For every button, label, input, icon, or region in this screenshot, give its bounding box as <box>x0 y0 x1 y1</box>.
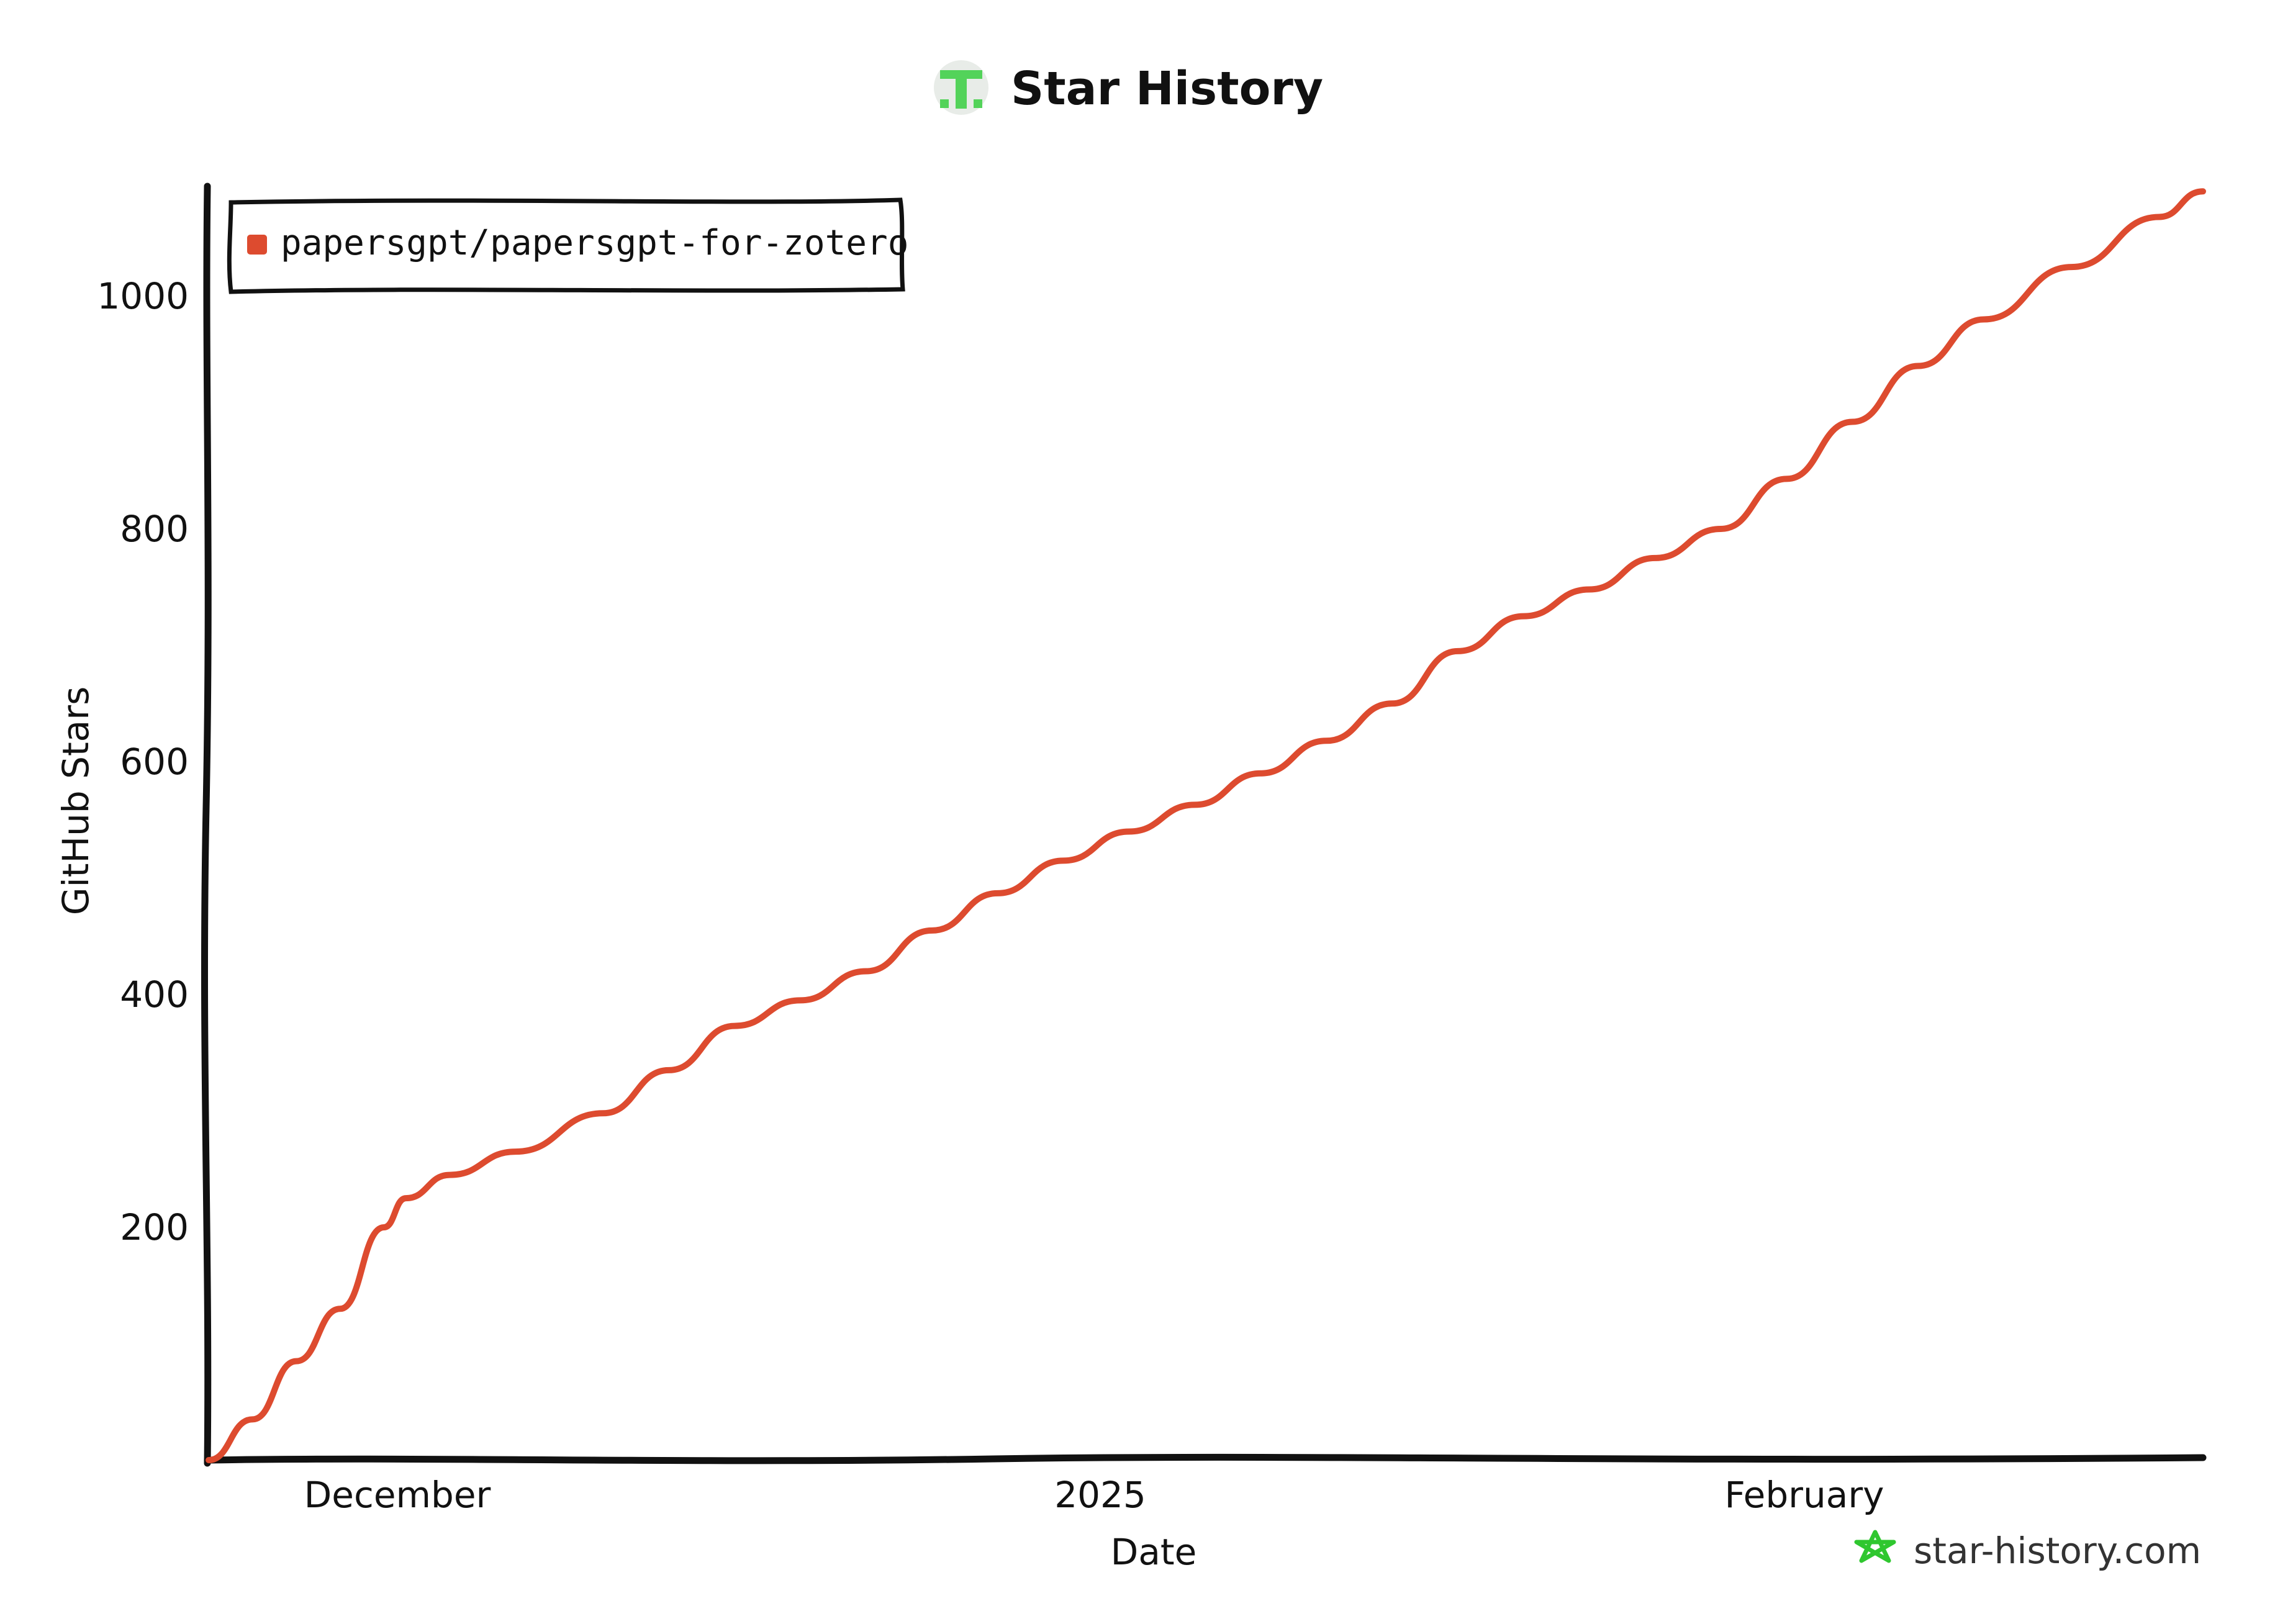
star-history-logo-icon <box>934 60 988 115</box>
legend-swatch <box>247 235 267 255</box>
data-point <box>1390 701 1394 706</box>
data-point <box>733 1024 737 1028</box>
data-point <box>601 1111 605 1116</box>
data-point <box>207 1458 210 1462</box>
data-point <box>294 1359 299 1363</box>
data-point <box>1587 587 1591 592</box>
data-point <box>1982 317 1986 322</box>
data-point <box>1061 859 1065 863</box>
data-point <box>382 1225 386 1229</box>
data-point <box>1127 829 1131 834</box>
data-point <box>338 1307 342 1311</box>
y-tick-label-1000: 1000 <box>97 275 189 317</box>
data-point <box>995 891 1000 895</box>
data-point <box>1455 649 1460 653</box>
data-point <box>1521 614 1526 618</box>
series-line-0 <box>206 188 2206 1463</box>
x-axis-line <box>204 1453 2207 1464</box>
x-tick-label-february: February <box>1724 1474 1884 1516</box>
data-point <box>2201 189 2205 194</box>
data-point <box>250 1417 255 1422</box>
x-tick-label-december: December <box>304 1474 491 1516</box>
data-point <box>513 1150 518 1154</box>
data-point <box>667 1068 671 1072</box>
x-axis-ticks: December 2025 February <box>304 1474 1884 1516</box>
x-axis-label: Date <box>1111 1531 1197 1573</box>
data-point <box>1916 364 1920 368</box>
data-point <box>2157 215 2161 219</box>
data-point <box>798 998 802 1003</box>
legend[interactable]: papersgpt/papersgpt-for-zotero <box>227 197 908 294</box>
y-axis-label: GitHub Stars <box>55 687 97 916</box>
data-point <box>2069 265 2074 269</box>
y-axis-ticks: 200 400 600 800 1000 <box>97 275 189 1248</box>
legend-series-label: papersgpt/papersgpt-for-zotero <box>281 223 908 263</box>
data-point <box>1719 527 1723 531</box>
data-point <box>1324 739 1329 743</box>
data-point <box>1259 771 1263 775</box>
watermark[interactable]: star-history.com <box>1854 1530 2201 1572</box>
data-point <box>448 1173 452 1177</box>
star-outline-icon <box>1854 1530 1896 1563</box>
legend-box <box>227 197 905 294</box>
chart-title-group: Star History <box>934 60 1323 115</box>
y-axis-line <box>201 183 212 1467</box>
series-group <box>206 188 2206 1463</box>
data-point <box>929 928 934 932</box>
y-tick-label-600: 600 <box>120 741 189 783</box>
axes <box>201 183 2207 1467</box>
data-point <box>1850 420 1855 424</box>
data-point <box>404 1196 408 1201</box>
data-point <box>1193 803 1197 807</box>
y-tick-label-400: 400 <box>120 973 189 1016</box>
data-point <box>1653 556 1657 560</box>
watermark-text: star-history.com <box>1914 1530 2201 1572</box>
data-point <box>1784 477 1789 481</box>
y-tick-label-800: 800 <box>120 508 189 550</box>
x-tick-label-2025: 2025 <box>1054 1474 1146 1516</box>
data-point <box>864 969 868 973</box>
chart-title: Star History <box>1011 62 1323 115</box>
y-tick-label-200: 200 <box>120 1206 189 1248</box>
